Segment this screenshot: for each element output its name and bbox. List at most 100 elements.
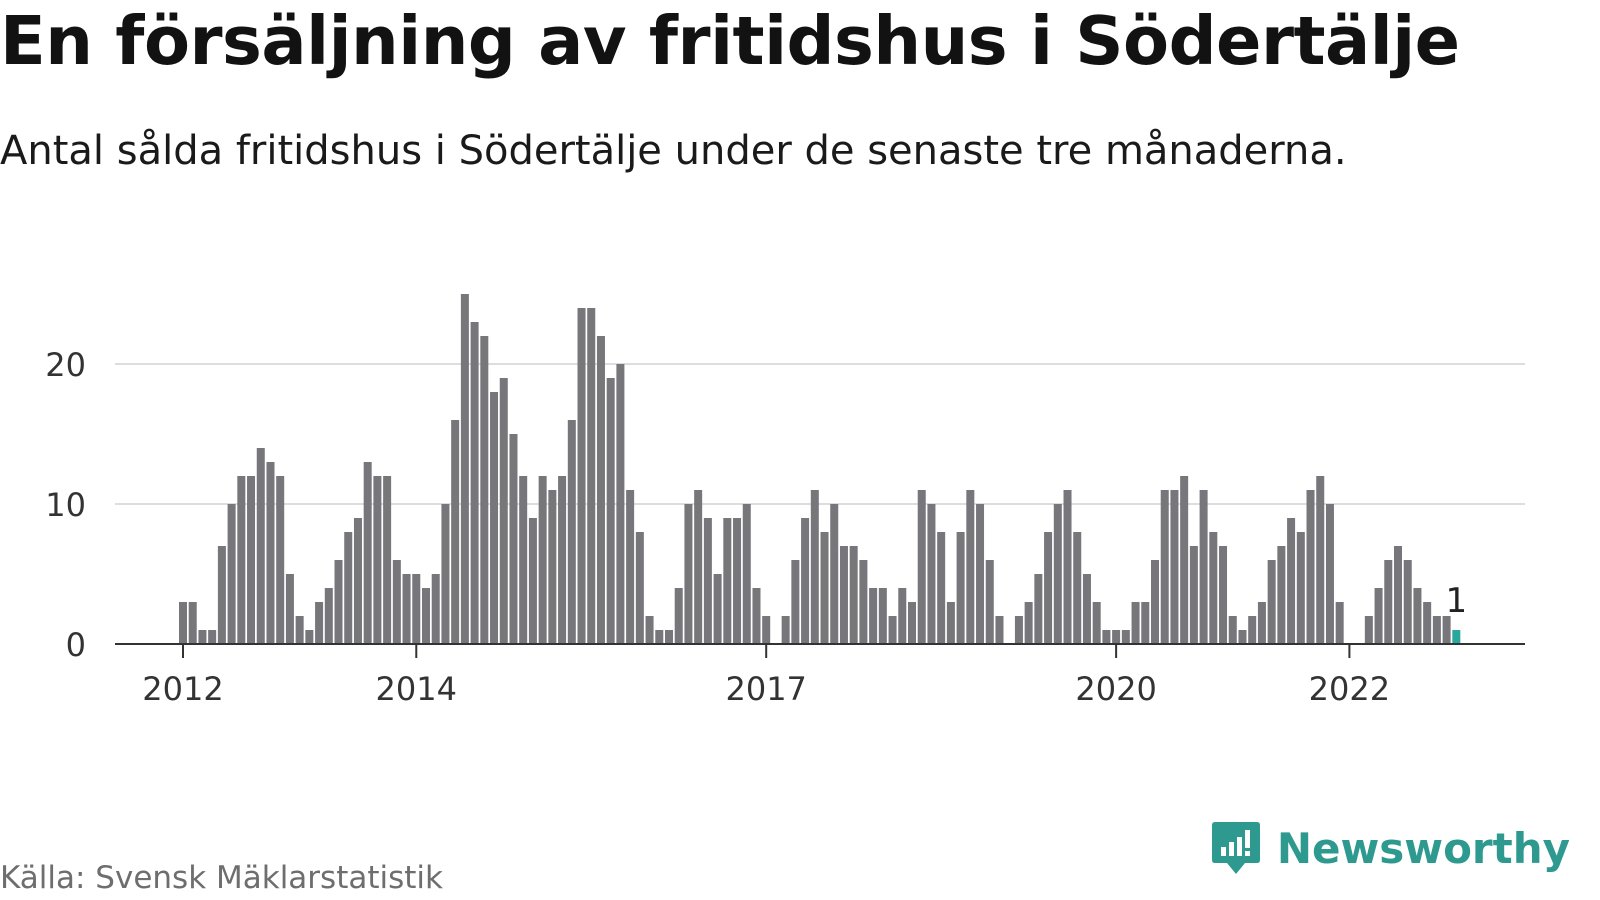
- bar: [334, 560, 343, 644]
- bar: [1267, 560, 1276, 644]
- x-tick-label: 2014: [376, 670, 457, 708]
- bar: [577, 308, 586, 644]
- bar: [1325, 504, 1334, 644]
- bar: [762, 616, 771, 644]
- newsworthy-logo-icon: [1211, 822, 1260, 874]
- bar: [1238, 630, 1247, 644]
- bar: [937, 532, 946, 644]
- bar: [1112, 630, 1121, 644]
- bar: [422, 588, 430, 644]
- bar: [285, 574, 294, 644]
- bar: [810, 490, 819, 644]
- x-tick-label: 2017: [725, 670, 806, 708]
- bar: [752, 588, 761, 644]
- bar: [1092, 602, 1101, 644]
- bar: [1141, 602, 1150, 644]
- highlight-bar: [1452, 630, 1461, 644]
- bar: [179, 602, 187, 644]
- bar: [208, 630, 217, 644]
- bar: [392, 560, 401, 644]
- bar: [1306, 490, 1315, 644]
- bar: [490, 392, 499, 644]
- bar: [480, 336, 489, 644]
- bar: [1277, 546, 1286, 644]
- bar: [324, 588, 333, 644]
- bar: [217, 546, 226, 644]
- bar: [1364, 616, 1373, 644]
- bar: [353, 518, 362, 644]
- bar: [674, 588, 683, 644]
- bar: [1335, 602, 1344, 644]
- bar: [451, 420, 460, 644]
- x-tick-label: 2022: [1309, 670, 1390, 708]
- bar: [295, 616, 304, 644]
- bar: [995, 616, 1004, 644]
- bar: [1199, 490, 1208, 644]
- bar: [402, 574, 411, 644]
- bar: [373, 476, 382, 644]
- bar-chart: 0 10 20 2012 2014 2017 2020 2022 1: [45, 294, 1525, 708]
- x-tick-label: 2020: [1075, 670, 1156, 708]
- bar: [1287, 518, 1296, 644]
- bar: [645, 616, 654, 644]
- bar: [538, 476, 547, 644]
- bar: [742, 504, 751, 644]
- bar: [519, 476, 528, 644]
- chart-title: En försäljning av fritidshus i Södertälj…: [0, 2, 1460, 80]
- bar: [956, 532, 965, 644]
- bar: [1248, 616, 1257, 644]
- bar: [198, 630, 207, 644]
- bar: [801, 518, 810, 644]
- bar: [1189, 546, 1198, 644]
- bar: [1160, 490, 1169, 644]
- bar: [898, 588, 907, 644]
- bar: [606, 378, 615, 644]
- bar: [499, 378, 508, 644]
- bar: [616, 364, 625, 644]
- bar: [917, 490, 926, 644]
- y-tick-label: 0: [66, 626, 86, 664]
- bar: [1403, 560, 1412, 644]
- source-label: Källa: Svensk Mäklarstatistik: [0, 860, 443, 896]
- bar: [470, 322, 479, 644]
- bar: [665, 630, 673, 644]
- bar: [1151, 560, 1159, 644]
- labels: 0 10 20 2012 2014 2017 2020 2022 1: [45, 346, 1467, 708]
- bar: [247, 476, 256, 644]
- bar: [363, 462, 372, 644]
- bars: [179, 294, 1461, 644]
- bar: [927, 504, 936, 644]
- bar: [1044, 532, 1053, 644]
- bar: [946, 602, 955, 644]
- bar: [694, 490, 703, 644]
- bar: [655, 630, 664, 644]
- bar: [908, 602, 916, 644]
- y-tick-label: 20: [45, 346, 86, 384]
- bar: [1209, 532, 1218, 644]
- bar: [1180, 476, 1189, 644]
- bar: [1034, 574, 1043, 644]
- brand-name: Newsworthy: [1276, 823, 1570, 873]
- bar: [713, 574, 722, 644]
- bar: [1442, 616, 1451, 644]
- bar: [1170, 490, 1179, 644]
- bar: [1257, 602, 1266, 644]
- bar: [635, 532, 644, 644]
- grid-lines: [115, 363, 1525, 505]
- brand-logo-block[interactable]: Newsworthy: [1211, 820, 1570, 876]
- bar: [791, 560, 800, 644]
- bar: [626, 490, 635, 644]
- bar: [412, 574, 421, 644]
- bar: [976, 504, 985, 644]
- bar: [1394, 546, 1402, 644]
- bar: [276, 476, 285, 644]
- bar: [528, 518, 537, 644]
- bar: [985, 560, 994, 644]
- bar: [781, 616, 790, 644]
- bar: [1423, 602, 1432, 644]
- bar: [703, 518, 712, 644]
- bar: [839, 546, 848, 644]
- bar: [344, 532, 353, 644]
- bar: [684, 504, 693, 644]
- bar: [383, 476, 392, 644]
